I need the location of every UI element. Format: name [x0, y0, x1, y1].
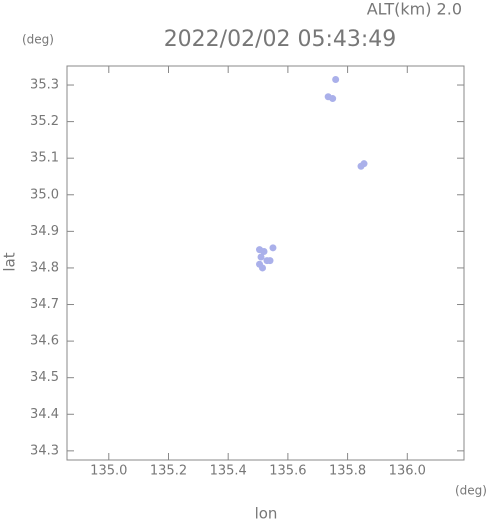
y-axis-label: lat: [1, 252, 19, 271]
y-tick-label: 35.2: [30, 114, 59, 129]
x-axis-label: lon: [255, 505, 278, 521]
x-tick-label: 135.0: [90, 464, 127, 479]
echo-point: [329, 95, 337, 103]
y-tick-label: 34.5: [30, 370, 59, 385]
echo-point: [259, 264, 267, 272]
x-tick-label: 135.4: [210, 464, 247, 479]
y-unit: (deg): [22, 33, 54, 47]
x-tick-label: 135.2: [150, 464, 187, 479]
y-tick-label: 34.9: [30, 224, 59, 239]
x-tick-label: 135.6: [269, 464, 306, 479]
y-tick-label: 35.1: [30, 151, 59, 166]
echo-point: [269, 244, 277, 252]
echo-point: [332, 76, 340, 84]
plot-frame: [66, 65, 465, 461]
chart-subtitle: ALT(km) 2.0: [367, 0, 462, 19]
chart-title: 2022/02/02 05:43:49: [164, 27, 397, 52]
y-tick-label: 34.8: [30, 260, 59, 275]
echo-point: [360, 160, 368, 168]
echo-point: [266, 257, 274, 265]
y-tick-label: 34.6: [30, 334, 59, 349]
y-tick-label: 34.3: [30, 443, 59, 458]
y-tick-label: 35.0: [30, 187, 59, 202]
y-tick-label: 34.4: [30, 407, 59, 422]
y-tick-label: 34.7: [30, 297, 59, 312]
echo-point: [257, 253, 265, 261]
x-unit: (deg): [455, 484, 487, 498]
y-tick-label: 35.3: [30, 78, 59, 93]
x-tick-label: 136.0: [389, 464, 426, 479]
echo-point: [260, 247, 268, 255]
x-tick-label: 135.8: [329, 464, 366, 479]
